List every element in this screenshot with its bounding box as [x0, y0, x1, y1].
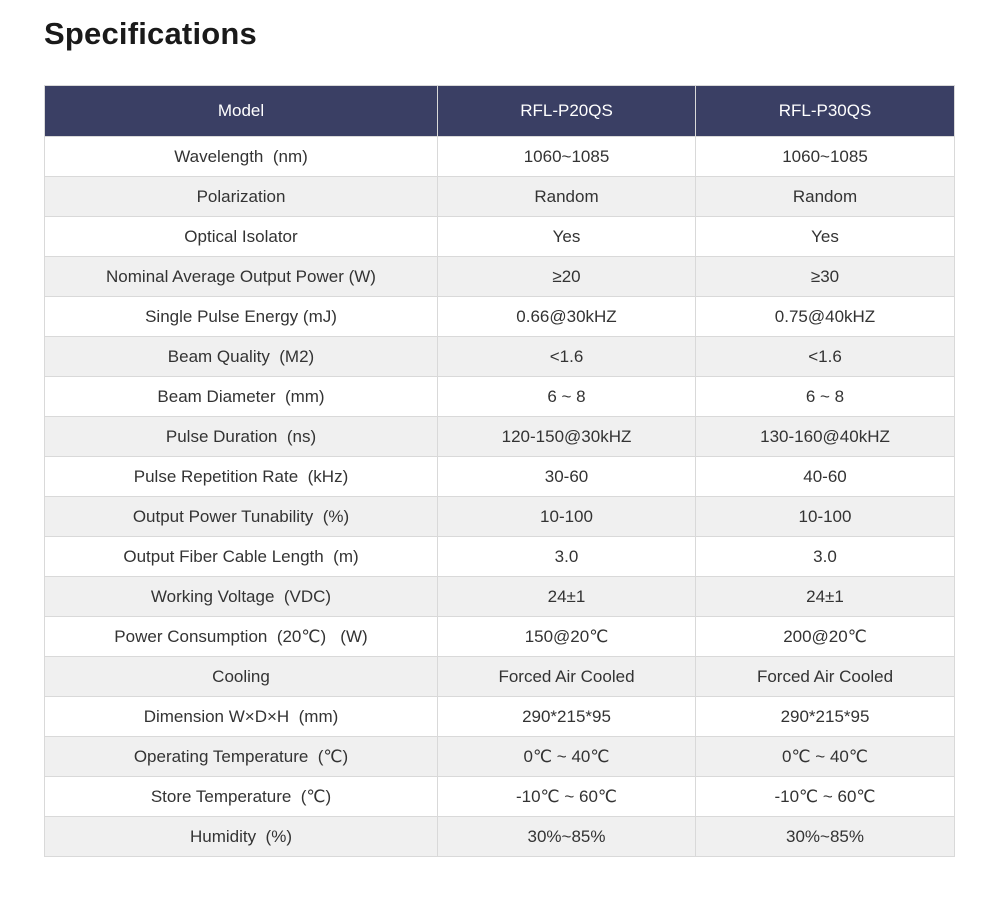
table-row: Working Voltage (VDC) 24±1 24±1	[44, 576, 955, 617]
column-header-model: Model	[44, 85, 438, 137]
spec-label: Working Voltage (VDC)	[44, 576, 438, 617]
page-title: Specifications	[44, 16, 257, 51]
spec-label: Cooling	[44, 656, 438, 697]
spec-label: Beam Diameter (mm)	[44, 376, 438, 417]
spec-value-p30qs: 290*215*95	[695, 696, 955, 737]
spec-label: Operating Temperature (℃)	[44, 736, 438, 777]
specifications-table: Model RFL-P20QS RFL-P30QS Wavelength (nm…	[44, 85, 955, 857]
spec-value-p20qs: Yes	[437, 216, 696, 257]
spec-value-p30qs: 6 ~ 8	[695, 376, 955, 417]
spec-label: Pulse Duration (ns)	[44, 416, 438, 457]
table-row: Pulse Repetition Rate (kHz) 30-60 40-60	[44, 456, 955, 497]
spec-value-p20qs: 0℃ ~ 40℃	[437, 736, 696, 777]
spec-value-p20qs: <1.6	[437, 336, 696, 377]
spec-label: Humidity (%)	[44, 816, 438, 857]
spec-value-p20qs: 290*215*95	[437, 696, 696, 737]
spec-value-p20qs: Forced Air Cooled	[437, 656, 696, 697]
column-header-rfl-p30qs: RFL-P30QS	[695, 85, 955, 137]
spec-label: Pulse Repetition Rate (kHz)	[44, 456, 438, 497]
table-row: Output Power Tunability (%) 10-100 10-10…	[44, 496, 955, 537]
table-row: Output Fiber Cable Length (m) 3.0 3.0	[44, 536, 955, 577]
spec-label: Power Consumption (20℃) (W)	[44, 616, 438, 657]
spec-value-p30qs: 10-100	[695, 496, 955, 537]
table-row: Pulse Duration (ns) 120-150@30kHZ 130-16…	[44, 416, 955, 457]
spec-value-p20qs: 24±1	[437, 576, 696, 617]
spec-value-p20qs: 150@20℃	[437, 616, 696, 657]
spec-label: Polarization	[44, 176, 438, 217]
spec-value-p20qs: 30%~85%	[437, 816, 696, 857]
spec-label: Wavelength (nm)	[44, 136, 438, 177]
spec-value-p20qs: 6 ~ 8	[437, 376, 696, 417]
spec-value-p20qs: 1060~1085	[437, 136, 696, 177]
spec-value-p30qs: 200@20℃	[695, 616, 955, 657]
table-row: Store Temperature (℃) -10℃ ~ 60℃ -10℃ ~ …	[44, 776, 955, 817]
spec-value-p30qs: 0.75@40kHZ	[695, 296, 955, 337]
spec-label: Dimension W×D×H (mm)	[44, 696, 438, 737]
spec-value-p30qs: ≥30	[695, 256, 955, 297]
spec-value-p20qs: 10-100	[437, 496, 696, 537]
spec-value-p30qs: 1060~1085	[695, 136, 955, 177]
spec-value-p20qs: 30-60	[437, 456, 696, 497]
spec-value-p30qs: 3.0	[695, 536, 955, 577]
table-row: Dimension W×D×H (mm) 290*215*95 290*215*…	[44, 696, 955, 737]
table-row: Polarization Random Random	[44, 176, 955, 217]
spec-label: Single Pulse Energy (mJ)	[44, 296, 438, 337]
table-row: Nominal Average Output Power (W) ≥20 ≥30	[44, 256, 955, 297]
spec-value-p20qs: 120-150@30kHZ	[437, 416, 696, 457]
spec-value-p20qs: Random	[437, 176, 696, 217]
table-row: Wavelength (nm) 1060~1085 1060~1085	[44, 136, 955, 177]
spec-label: Optical Isolator	[44, 216, 438, 257]
spec-value-p30qs: <1.6	[695, 336, 955, 377]
spec-value-p20qs: 3.0	[437, 536, 696, 577]
spec-label: Output Power Tunability (%)	[44, 496, 438, 537]
spec-value-p20qs: ≥20	[437, 256, 696, 297]
table-row: Operating Temperature (℃) 0℃ ~ 40℃ 0℃ ~ …	[44, 736, 955, 777]
spec-value-p30qs: 30%~85%	[695, 816, 955, 857]
table-row: Beam Quality (M2) <1.6 <1.6	[44, 336, 955, 377]
table-row: Single Pulse Energy (mJ) 0.66@30kHZ 0.75…	[44, 296, 955, 337]
table-row: Power Consumption (20℃) (W) 150@20℃ 200@…	[44, 616, 955, 657]
spec-label: Output Fiber Cable Length (m)	[44, 536, 438, 577]
table-header-row: Model RFL-P20QS RFL-P30QS	[44, 85, 955, 137]
spec-value-p20qs: 0.66@30kHZ	[437, 296, 696, 337]
spec-value-p30qs: Forced Air Cooled	[695, 656, 955, 697]
spec-value-p30qs: 40-60	[695, 456, 955, 497]
spec-value-p30qs: -10℃ ~ 60℃	[695, 776, 955, 817]
spec-label: Nominal Average Output Power (W)	[44, 256, 438, 297]
table-row: Optical Isolator Yes Yes	[44, 216, 955, 257]
spec-value-p30qs: 0℃ ~ 40℃	[695, 736, 955, 777]
table-row: Humidity (%) 30%~85% 30%~85%	[44, 816, 955, 857]
spec-value-p30qs: 24±1	[695, 576, 955, 617]
table-row: Cooling Forced Air Cooled Forced Air Coo…	[44, 656, 955, 697]
spec-value-p30qs: Yes	[695, 216, 955, 257]
spec-label: Store Temperature (℃)	[44, 776, 438, 817]
table-row: Beam Diameter (mm) 6 ~ 8 6 ~ 8	[44, 376, 955, 417]
spec-value-p30qs: Random	[695, 176, 955, 217]
spec-value-p30qs: 130-160@40kHZ	[695, 416, 955, 457]
spec-label: Beam Quality (M2)	[44, 336, 438, 377]
spec-value-p20qs: -10℃ ~ 60℃	[437, 776, 696, 817]
column-header-rfl-p20qs: RFL-P20QS	[437, 85, 696, 137]
